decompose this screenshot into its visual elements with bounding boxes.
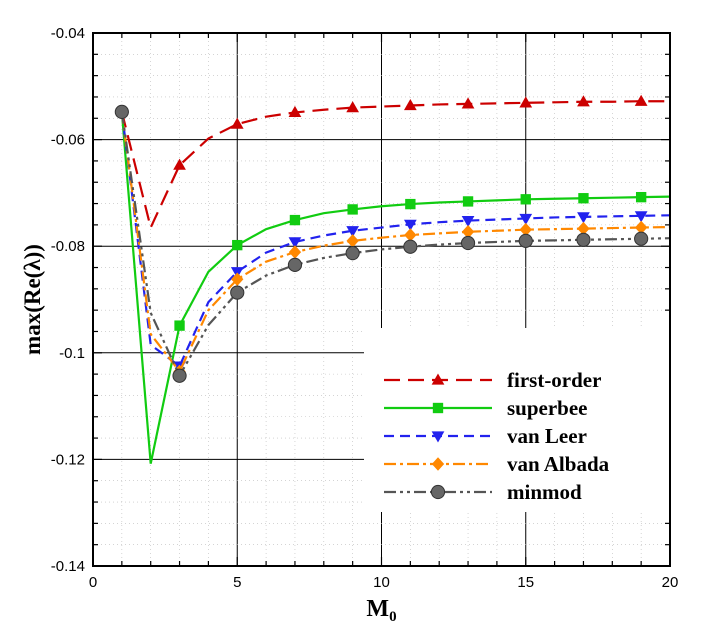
series-1	[120, 111, 671, 464]
series-0	[120, 94, 670, 231]
legend-swatch-marker	[431, 431, 445, 443]
data-point	[461, 97, 475, 109]
x-tick-label: 20	[662, 574, 679, 591]
legend-label: minmod	[507, 480, 582, 504]
data-point	[403, 219, 417, 231]
data-point	[174, 320, 185, 331]
data-point	[518, 233, 533, 248]
data-point	[232, 239, 243, 251]
tick-labels: 0 5 10 15 20 -0.14 -0.12 -0.1 -0.08 -0.06 -0.04	[51, 25, 679, 591]
legend-label: van Albada	[507, 452, 610, 476]
plot-frame	[92, 32, 671, 567]
legend-label: superbee	[507, 396, 588, 420]
data-point	[577, 212, 590, 224]
data-point	[345, 246, 360, 261]
legend: first-order superbee van Leer van Albada min…	[364, 328, 670, 512]
y-tick-label: -0.08	[51, 238, 85, 255]
x-tick-label: 15	[517, 574, 534, 591]
legend-swatch-marker	[431, 373, 445, 385]
legend-box	[364, 328, 670, 512]
data-point	[634, 211, 648, 223]
data-point	[173, 158, 186, 170]
data-point	[346, 101, 360, 113]
data-point	[634, 94, 648, 106]
data-point	[635, 191, 647, 203]
data-point	[289, 214, 301, 226]
y-tick-label: -0.06	[51, 132, 85, 149]
y-axis-title: max(Re(λ))	[20, 244, 45, 355]
x-axis-title-subscript: 0	[389, 609, 397, 625]
data-point	[346, 234, 359, 248]
y-tick-label: -0.12	[51, 451, 85, 468]
data-point	[403, 98, 417, 111]
data-point	[288, 105, 302, 118]
data-point	[519, 213, 533, 225]
data-point	[576, 232, 591, 247]
data-point	[114, 104, 129, 119]
x-tick-label: 10	[373, 574, 390, 591]
y-tick-label: -0.1	[59, 345, 85, 362]
data-point	[347, 204, 358, 215]
data-point	[288, 245, 302, 259]
data-point	[230, 117, 244, 129]
data-point	[231, 272, 244, 287]
data-point	[460, 235, 476, 251]
data-point	[634, 231, 649, 246]
data-point	[288, 237, 302, 249]
data-point	[403, 239, 418, 254]
x-axis-title: M0	[366, 596, 396, 625]
data-point	[230, 285, 245, 300]
y-tick-label: -0.04	[51, 25, 85, 42]
legend-label: first-order	[507, 368, 601, 392]
x-tick-label: 0	[89, 574, 97, 591]
x-axis-title-main: M	[366, 596, 389, 622]
legend-swatch-marker	[431, 457, 445, 471]
y-tick-label: -0.14	[51, 558, 85, 575]
data-point	[462, 196, 474, 207]
legend-swatch-marker	[430, 484, 446, 500]
series-line	[120, 100, 670, 231]
data-point	[577, 95, 590, 107]
x-tick-label: 5	[233, 574, 241, 591]
series-line	[120, 111, 671, 368]
series-2	[120, 111, 671, 373]
data-point	[404, 228, 417, 242]
legend-swatch-marker	[432, 402, 444, 414]
data-point	[346, 226, 360, 238]
series-group	[114, 94, 671, 464]
data-point	[578, 193, 589, 204]
data-point	[520, 194, 531, 205]
legend-label: van Leer	[507, 424, 587, 448]
data-point	[172, 368, 187, 383]
series-4	[114, 104, 671, 383]
data-point	[405, 198, 416, 210]
data-point	[287, 257, 303, 272]
data-point	[461, 215, 475, 228]
data-point	[519, 96, 533, 108]
